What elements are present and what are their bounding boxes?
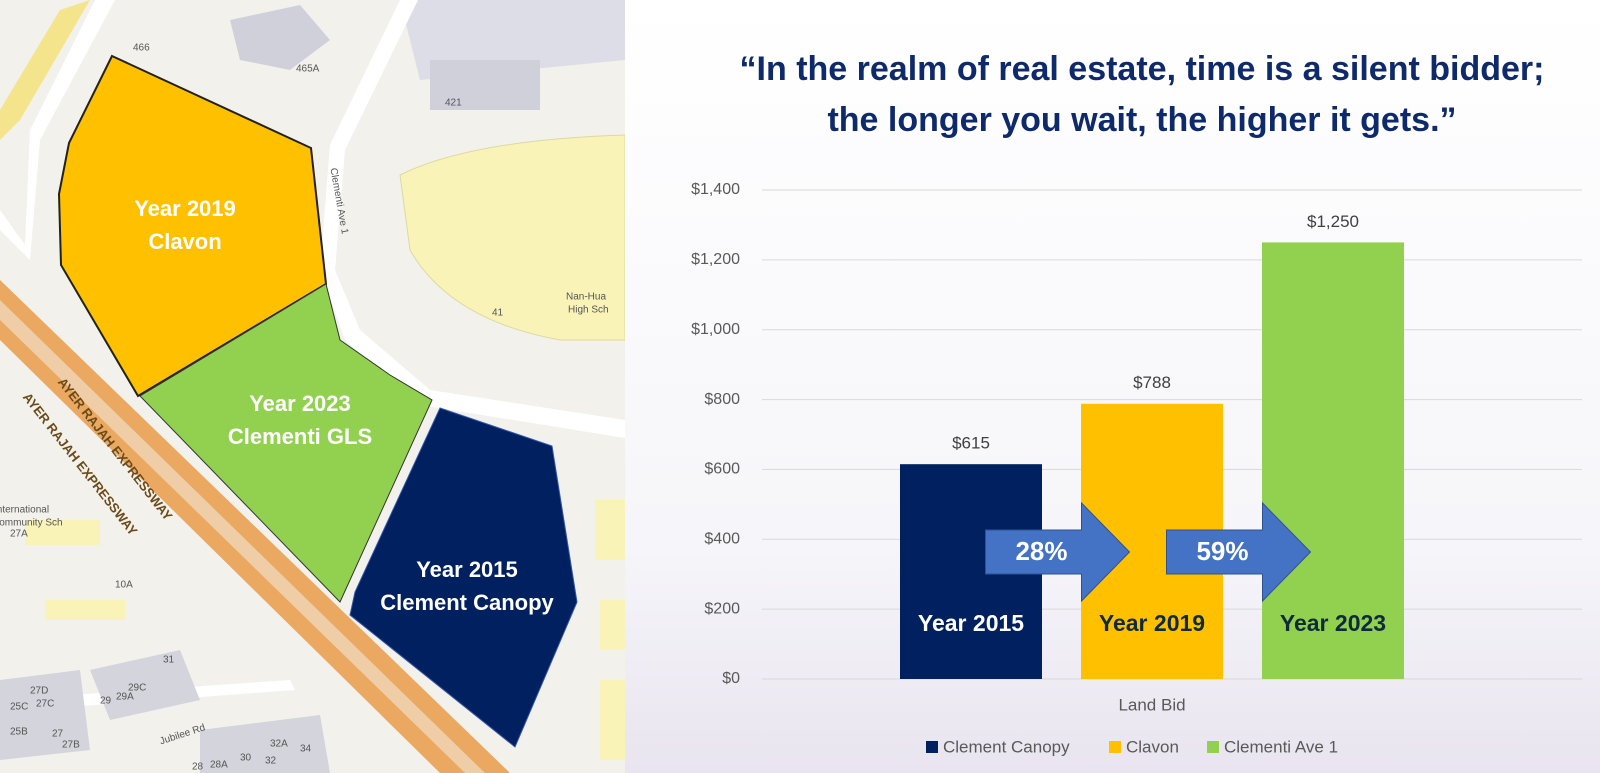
- chart-title: the longer you wait, the higher it gets.…: [827, 101, 1456, 139]
- map-label: 30: [240, 753, 252, 764]
- building: [595, 500, 625, 760]
- school-area: [399, 134, 625, 341]
- legend-swatch: [1109, 741, 1121, 753]
- map-label: 27A: [10, 529, 28, 540]
- expressway-divider: [0, 300, 485, 773]
- building: [430, 60, 540, 110]
- map-label: 29: [100, 696, 112, 707]
- map-label: 465A: [296, 64, 320, 75]
- y-tick-label: $0: [722, 670, 740, 687]
- road: [0, 0, 90, 140]
- map-label: 10A: [115, 580, 133, 591]
- y-tick-label: $800: [704, 391, 740, 408]
- map-label: 25B: [10, 727, 28, 738]
- growth-arrow: [1166, 501, 1312, 603]
- map-label: 421: [445, 98, 462, 109]
- map-label: 27C: [36, 699, 54, 710]
- legend-swatch: [1207, 741, 1219, 753]
- map-label: Nan-Hua: [566, 292, 606, 303]
- legend-swatch: [926, 741, 938, 753]
- map-label: 27B: [62, 740, 80, 751]
- building: [230, 5, 330, 70]
- map-label: High Sch: [568, 305, 609, 316]
- value-label: $615: [952, 434, 990, 453]
- growth-label: 28%: [1015, 536, 1067, 566]
- map-label: 25C: [10, 702, 28, 713]
- map-label: 27: [52, 729, 64, 740]
- map-label: Community Sch: [0, 518, 63, 529]
- map-label: International: [0, 505, 49, 516]
- map-label: 29C: [128, 683, 146, 694]
- map-label: 32: [265, 756, 277, 767]
- parcel-year: Year 2019: [134, 196, 236, 221]
- bar-annotation: Year 2015: [918, 610, 1024, 636]
- expressway: [0, 280, 510, 773]
- growth-arrow: [985, 501, 1131, 603]
- value-label: $788: [1133, 373, 1171, 392]
- road: [0, 0, 115, 260]
- map-label: 466: [133, 43, 150, 54]
- map-label: 27D: [30, 686, 48, 697]
- y-tick-label: $1,400: [691, 181, 740, 198]
- value-label: $1,250: [1307, 212, 1359, 231]
- bar-annotation: Year 2019: [1099, 610, 1205, 636]
- parcel-name: Clement Canopy: [380, 590, 554, 615]
- map-label: 41: [492, 308, 504, 319]
- parcel-year: Year 2015: [416, 557, 518, 582]
- buildings: [0, 650, 330, 773]
- parcel-name: Clementi GLS: [228, 424, 372, 449]
- y-tick-label: $1,000: [691, 321, 740, 338]
- parcel-clement-canopy: [349, 407, 578, 748]
- y-tick-label: $600: [704, 461, 740, 478]
- map-label: 34: [300, 744, 312, 755]
- y-tick-label: $400: [704, 531, 740, 548]
- legend-label: Clementi Ave 1: [1224, 737, 1338, 756]
- chart-title: “In the realm of real estate, time is a …: [740, 50, 1545, 88]
- map-label: 32A: [270, 739, 288, 750]
- map-label: 29A: [116, 692, 134, 703]
- y-tick-label: $200: [704, 600, 740, 617]
- growth-label: 59%: [1196, 536, 1248, 566]
- parcel-name: Clavon: [148, 229, 221, 254]
- x-axis-label: Land Bid: [1118, 695, 1185, 714]
- legend-label: Clement Canopy: [943, 737, 1070, 756]
- map: Year 2019 Clavon Year 2023 Clementi GLS …: [0, 0, 625, 773]
- bar: [1262, 242, 1404, 679]
- y-tick-label: $1,200: [691, 251, 740, 268]
- parcel-clavon: [57, 54, 328, 398]
- parcel-year: Year 2023: [249, 391, 351, 416]
- building: [25, 520, 125, 620]
- parcel-clementi-gls: [139, 283, 433, 603]
- map-label: 28: [192, 762, 204, 773]
- bar-annotation: Year 2023: [1280, 610, 1386, 636]
- map-label: 31: [163, 655, 175, 666]
- legend-label: Clavon: [1126, 737, 1179, 756]
- map-label: 28A: [210, 760, 228, 771]
